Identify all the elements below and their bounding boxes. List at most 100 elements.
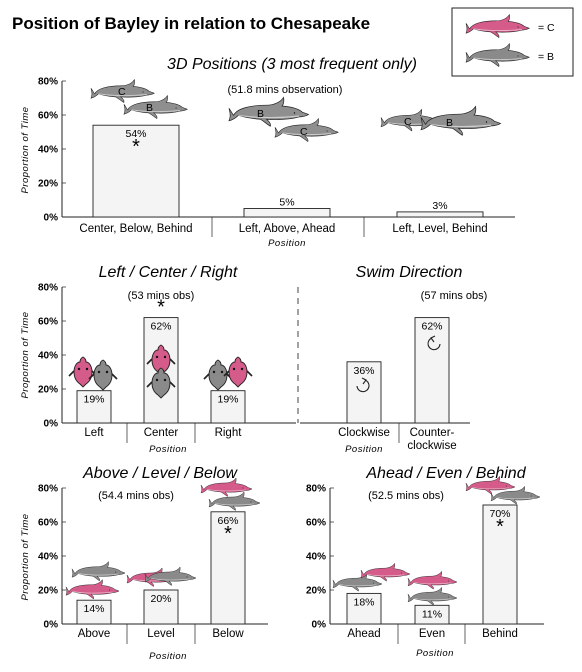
pink-dolphin-icon bbox=[360, 563, 411, 582]
counterclockwise-arrow-icon bbox=[427, 337, 441, 351]
significance-marker: * bbox=[157, 297, 165, 319]
y-tick-label: 60% bbox=[306, 518, 326, 529]
y-tick-label: 0% bbox=[312, 620, 327, 631]
gray-dolphin-icon bbox=[71, 561, 126, 582]
front-gray-dolphin-icon bbox=[203, 359, 233, 391]
dolphin-b-letter: B bbox=[146, 102, 153, 114]
y-tick-label: 0% bbox=[44, 620, 59, 631]
gray-dolphin-icon bbox=[144, 566, 197, 586]
clockwise-arrow-icon bbox=[356, 379, 370, 393]
b-dolphin-icon bbox=[420, 105, 502, 136]
category-label: Below bbox=[212, 628, 244, 640]
bar-value-label: 18% bbox=[353, 596, 374, 608]
bar-ahead bbox=[346, 592, 382, 625]
chart-panel-4: 0% 20% 40% 60% 80% 14% Above 20% Level 66%* Below bbox=[38, 484, 268, 644]
bar-value-label: 62% bbox=[421, 321, 442, 333]
y-tick-label: 60% bbox=[38, 317, 58, 328]
panel3-note: (57 mins obs) bbox=[421, 290, 488, 302]
panel5-x-axis-label: Position bbox=[416, 648, 454, 659]
bar-counter-clockwise bbox=[414, 317, 450, 424]
y-tick-label: 20% bbox=[38, 179, 58, 190]
dolphin-c-letter: C bbox=[300, 126, 308, 138]
y-tick-label: 20% bbox=[306, 586, 326, 597]
front-pink-dolphin-icon bbox=[223, 356, 253, 388]
y-tick-label: 60% bbox=[38, 111, 58, 122]
chart-panel-1: 0% 20% 40% 60% 80% 54%* Center, Below, Behind 5… bbox=[38, 77, 515, 237]
bar-value-label: 11% bbox=[422, 608, 442, 620]
b-dolphin-icon bbox=[228, 96, 310, 127]
front-pink-dolphin-icon bbox=[68, 356, 98, 388]
panel4-y-axis-label: Proportion of Time bbox=[20, 513, 31, 600]
dolphin-c-letter: C bbox=[118, 86, 126, 98]
bar-value-label: 20% bbox=[150, 593, 171, 605]
significance-marker: * bbox=[132, 136, 140, 158]
panel1-note: (51.8 mins observation) bbox=[228, 84, 343, 96]
bar-clockwise bbox=[346, 361, 382, 424]
panel4-x-axis-label: Position bbox=[149, 651, 187, 662]
bar-center-below-behind bbox=[92, 124, 180, 218]
panel5-note: (52.5 mins obs) bbox=[368, 490, 444, 502]
category-label: Left, Above, Ahead bbox=[239, 223, 336, 235]
category-label: Ahead bbox=[347, 628, 380, 640]
category-label: clockwise bbox=[407, 440, 456, 452]
panel2-illustrations bbox=[68, 344, 253, 399]
y-tick-label: 40% bbox=[306, 552, 326, 563]
bar-level bbox=[143, 589, 179, 625]
panel3-title: Swim Direction bbox=[356, 264, 463, 281]
bar-value-label: 66% bbox=[217, 515, 238, 527]
panel3-illustrations bbox=[356, 335, 441, 393]
bar-value-label: 3% bbox=[432, 200, 447, 212]
counterclockwise-arrow-head bbox=[430, 335, 436, 343]
y-tick-label: 80% bbox=[306, 484, 326, 495]
dolphin-c-letter: C bbox=[404, 116, 412, 128]
category-label: Counter- bbox=[410, 427, 455, 439]
bar-value-label: 14% bbox=[83, 603, 104, 615]
panel4-note: (54.4 mins obs) bbox=[98, 490, 174, 502]
y-tick-label: 0% bbox=[44, 419, 59, 430]
legend-c-label: = C bbox=[538, 22, 555, 34]
bar-below bbox=[210, 511, 246, 625]
panel1-title: 3D Positions (3 most frequent only) bbox=[167, 56, 417, 73]
y-tick-label: 20% bbox=[38, 385, 58, 396]
chart-panel-2: 0% 20% 40% 60% 80% 19% Left 62% * Center 19% Right bbox=[38, 283, 296, 443]
legend: = C = B bbox=[451, 7, 574, 77]
y-tick-label: 40% bbox=[38, 552, 58, 563]
b-dolphin-icon bbox=[123, 95, 188, 120]
y-tick-label: 0% bbox=[44, 213, 59, 224]
bar-above bbox=[76, 599, 112, 625]
gray-dolphin-icon bbox=[208, 491, 261, 511]
pink-dolphin-icon bbox=[65, 579, 120, 600]
dolphin-b-letter: B bbox=[257, 108, 264, 120]
category-label: Clockwise bbox=[338, 427, 390, 439]
front-gray-dolphin-icon bbox=[88, 359, 118, 391]
y-tick-label: 40% bbox=[38, 351, 58, 362]
legend-b-label: = B bbox=[538, 51, 554, 63]
pink-dolphin-icon bbox=[407, 571, 458, 590]
chart-panel-3: 36% Clockwise 62% Counter-clockwise bbox=[300, 317, 470, 452]
bar-value-label: 19% bbox=[83, 394, 104, 406]
panel1-x-axis-label: Position bbox=[268, 238, 306, 249]
panel3-x-axis-label: Position bbox=[345, 444, 383, 455]
y-tick-label: 20% bbox=[38, 586, 58, 597]
bar-behind bbox=[482, 504, 518, 625]
category-label: Right bbox=[215, 427, 243, 439]
category-label: Left, Level, Behind bbox=[392, 223, 487, 235]
panel2-x-axis-label: Position bbox=[149, 444, 187, 455]
panel1-y-axis-label: Proportion of Time bbox=[20, 106, 31, 193]
category-label: Even bbox=[419, 628, 445, 640]
bar-value-label: 36% bbox=[353, 365, 374, 377]
category-label: Level bbox=[147, 628, 175, 640]
category-label: Center, Below, Behind bbox=[79, 223, 192, 235]
significance-marker: * bbox=[224, 523, 232, 545]
figure-title: Position of Bayley in relation to Chesap… bbox=[12, 14, 370, 33]
bar-even bbox=[414, 604, 450, 625]
category-label: Center bbox=[144, 427, 179, 439]
category-label: Left bbox=[84, 427, 104, 439]
bar-value-label: 19% bbox=[217, 394, 238, 406]
bar-left-above-ahead bbox=[243, 208, 331, 218]
panel2-y-axis-label: Proportion of Time bbox=[20, 311, 31, 398]
panel1-illustrations: C B B C C B bbox=[90, 79, 502, 143]
bar-value-label: 54% bbox=[125, 128, 146, 140]
y-tick-label: 40% bbox=[38, 145, 58, 156]
